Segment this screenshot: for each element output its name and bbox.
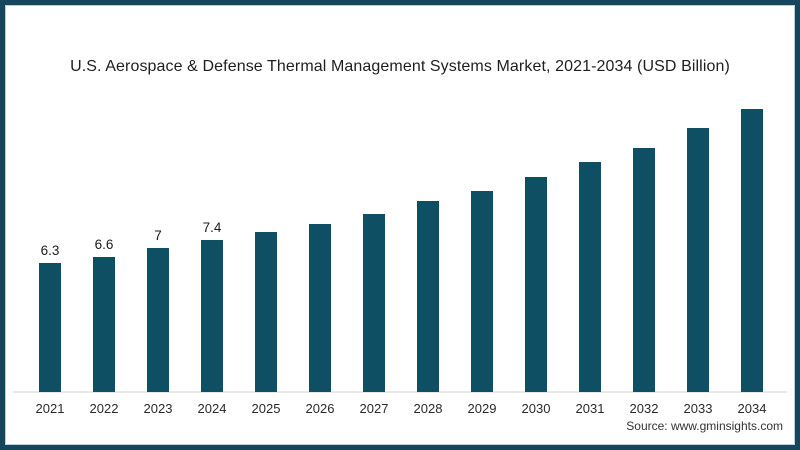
x-axis-label-2023: 2023 bbox=[143, 401, 173, 416]
bar-value-label-2021: 6.3 bbox=[40, 243, 60, 258]
bar-chart-plot: 6.3 2021 6.6 2022 7 2023 7.4 2024 2025 2026 2027 20… bbox=[5, 5, 795, 445]
bar-2027 bbox=[363, 214, 385, 392]
source-attribution: Source: www.gminsights.com bbox=[626, 419, 783, 433]
bar-2030 bbox=[525, 177, 547, 392]
bar-2033 bbox=[687, 128, 709, 392]
x-axis-label-2027: 2027 bbox=[359, 401, 389, 416]
bar-2031 bbox=[579, 162, 601, 392]
bar-2028 bbox=[417, 201, 439, 392]
bar-2024 bbox=[201, 240, 223, 392]
x-axis-label-2028: 2028 bbox=[413, 401, 443, 416]
bar-2021 bbox=[39, 263, 61, 392]
bar-2026 bbox=[309, 224, 331, 392]
x-axis-label-2024: 2024 bbox=[197, 401, 227, 416]
x-axis-label-2026: 2026 bbox=[305, 401, 335, 416]
bar-value-label-2022: 6.6 bbox=[94, 237, 114, 252]
x-axis-label-2032: 2032 bbox=[629, 401, 659, 416]
x-axis-line bbox=[13, 391, 787, 393]
x-axis-label-2033: 2033 bbox=[683, 401, 713, 416]
bar-2029 bbox=[471, 191, 493, 392]
chart-title: U.S. Aerospace & Defense Thermal Managem… bbox=[70, 58, 730, 75]
bar-2022 bbox=[93, 257, 115, 392]
bar-value-label-2023: 7 bbox=[154, 228, 162, 243]
x-axis-label-2025: 2025 bbox=[251, 401, 281, 416]
x-axis-label-2022: 2022 bbox=[89, 401, 119, 416]
x-axis-label-2031: 2031 bbox=[575, 401, 605, 416]
bar-2025 bbox=[255, 232, 277, 392]
bar-2023 bbox=[147, 248, 169, 392]
x-axis-label-2029: 2029 bbox=[467, 401, 497, 416]
x-axis-label-2034: 2034 bbox=[737, 401, 767, 416]
bar-value-label-2024: 7.4 bbox=[202, 220, 222, 235]
bar-2034 bbox=[741, 109, 763, 392]
x-axis-label-2030: 2030 bbox=[521, 401, 551, 416]
x-axis-label-2021: 2021 bbox=[35, 401, 65, 416]
bar-2032 bbox=[633, 148, 655, 392]
